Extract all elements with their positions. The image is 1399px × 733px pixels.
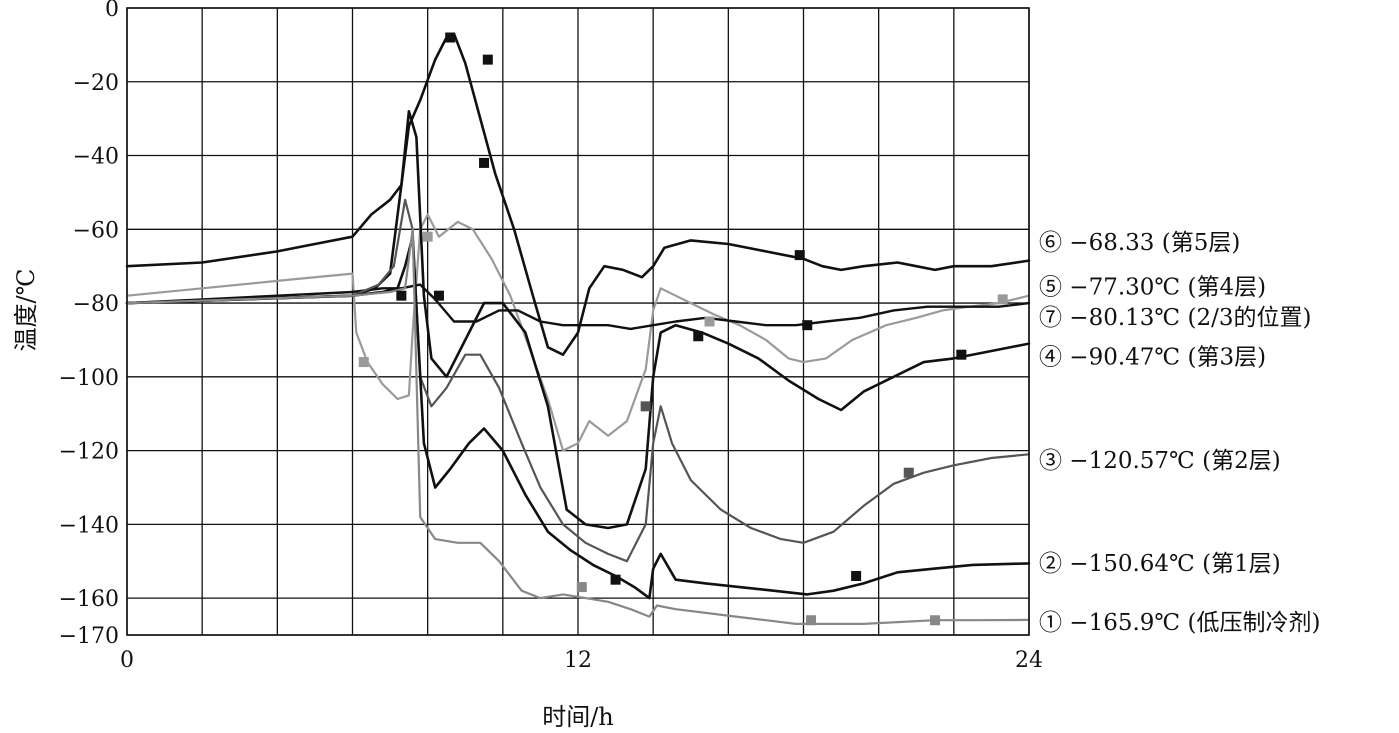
y-tick-label: −80	[73, 292, 119, 317]
series-marker	[851, 570, 862, 581]
series-marker	[806, 615, 817, 626]
x-axis-title: 时间/h	[542, 703, 614, 731]
x-tick-label: 0	[120, 648, 134, 673]
y-tick-label: −40	[73, 145, 119, 170]
series-marker	[704, 316, 715, 327]
legend-label-2: ⑤ −77.30℃ (第4层)	[1039, 274, 1266, 300]
series-marker	[610, 574, 621, 585]
series-marker	[576, 582, 587, 593]
legend-label-4: ④ −90.47℃ (第3层)	[1039, 345, 1266, 371]
series-marker	[802, 320, 813, 331]
series-marker	[479, 157, 490, 168]
legend-label-5: ③ −120.57℃ (第2层)	[1039, 448, 1281, 474]
series-marker	[693, 331, 704, 342]
legend-label-3: ⑦ −80.13℃ (2/3的位置)	[1039, 305, 1311, 331]
series-line-7	[125, 228, 1031, 625]
grid-layer	[126, 7, 1030, 636]
series-marker	[640, 401, 651, 412]
x-tick-label: 24	[1015, 648, 1043, 673]
legend-label-1: ⑥ −68.33 (第5层)	[1039, 230, 1240, 256]
y-tick-label: −100	[59, 366, 119, 391]
series-line-5	[125, 198, 1031, 563]
series-line-4	[125, 110, 1031, 530]
series-line-2	[125, 213, 1031, 452]
x-tick-label: 12	[564, 648, 592, 673]
series-line-6	[125, 235, 1031, 600]
series-marker	[433, 290, 444, 301]
series-marker	[445, 32, 456, 43]
series-marker	[956, 349, 967, 360]
plot-frame	[126, 7, 1030, 636]
series-marker	[422, 231, 433, 242]
series-marker	[997, 294, 1008, 305]
y-tick-label: −60	[73, 218, 119, 243]
y-tick-label: −170	[59, 624, 119, 649]
legend-layer: ⑥ −68.33 (第5层) ⑤ −77.30℃ (第4层) ⑦ −80.13℃ (…	[1039, 230, 1320, 636]
series-marker	[358, 357, 369, 368]
series-marker	[794, 250, 805, 261]
y-tick-label: −20	[73, 71, 119, 96]
y-tick-label: −140	[59, 513, 119, 538]
legend-label-6: ② −150.64℃ (第1层)	[1039, 551, 1281, 577]
series-layer	[125, 32, 1031, 625]
series-marker	[482, 54, 493, 65]
series-line-1	[125, 32, 1031, 356]
series-marker	[396, 290, 407, 301]
y-tick-label: −120	[59, 440, 119, 465]
y-axis-title: 温度/℃	[12, 269, 40, 352]
legend-label-7: ① −165.9℃ (低压制冷剂)	[1039, 610, 1320, 636]
marker-layer	[358, 32, 1008, 626]
y-tick-label: 0	[105, 0, 119, 22]
y-tick-label: −160	[59, 587, 119, 612]
series-marker	[930, 615, 941, 626]
series-marker	[903, 467, 914, 478]
